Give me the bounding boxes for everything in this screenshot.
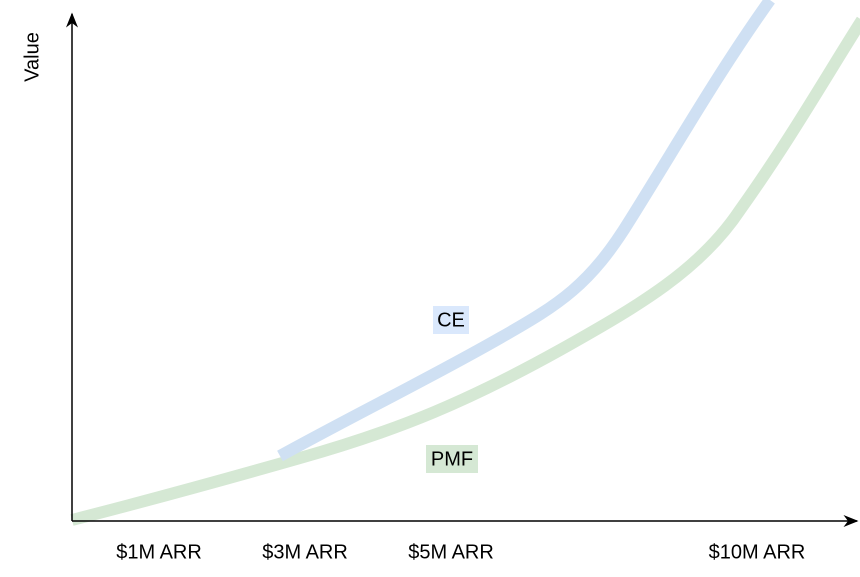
ce-label: CE [437, 309, 465, 331]
ce-label-bg [433, 306, 469, 334]
x-label: $1M ARR [116, 541, 202, 563]
x-label: $5M ARR [408, 541, 494, 563]
ce-curve [277, 0, 775, 462]
pmf-curve [70, 16, 860, 526]
x-label: $3M ARR [262, 541, 348, 563]
y-axis-label: Value [21, 32, 43, 82]
pmf-label: PMF [431, 448, 473, 470]
pmf-label-bg [426, 445, 478, 473]
x-label: $10M ARR [709, 541, 806, 563]
